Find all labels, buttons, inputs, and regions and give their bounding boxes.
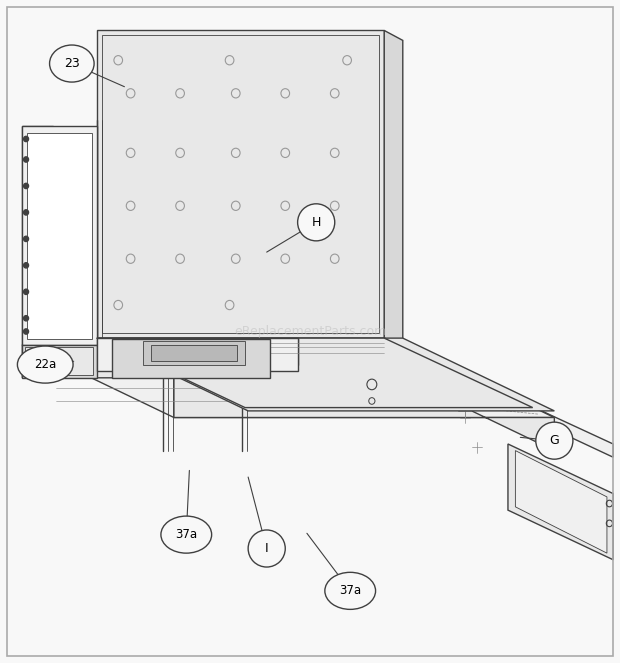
Ellipse shape (161, 516, 211, 553)
Polygon shape (97, 338, 403, 345)
Text: 22a: 22a (34, 358, 56, 371)
Circle shape (24, 210, 29, 215)
Polygon shape (102, 35, 379, 333)
Polygon shape (27, 132, 48, 339)
Text: 37a: 37a (339, 584, 361, 597)
Circle shape (24, 183, 29, 188)
Polygon shape (97, 338, 298, 371)
Polygon shape (22, 127, 53, 345)
Polygon shape (99, 338, 533, 408)
Polygon shape (22, 127, 97, 345)
Text: 23: 23 (64, 57, 80, 70)
Text: I: I (265, 542, 268, 555)
Polygon shape (515, 451, 607, 553)
Ellipse shape (536, 422, 573, 459)
Ellipse shape (325, 572, 376, 609)
Text: H: H (311, 216, 321, 229)
Polygon shape (109, 338, 298, 365)
Ellipse shape (17, 346, 73, 383)
Text: G: G (549, 434, 559, 447)
Polygon shape (143, 341, 245, 365)
Text: 37a: 37a (175, 528, 197, 541)
Polygon shape (25, 347, 94, 375)
Circle shape (24, 137, 29, 142)
Ellipse shape (50, 45, 94, 82)
Polygon shape (151, 345, 237, 361)
Polygon shape (22, 345, 554, 451)
Polygon shape (22, 345, 97, 378)
Circle shape (24, 289, 29, 294)
Polygon shape (384, 30, 403, 345)
Circle shape (24, 236, 29, 241)
Ellipse shape (248, 530, 285, 567)
Polygon shape (22, 345, 554, 418)
Circle shape (24, 329, 29, 334)
Polygon shape (112, 339, 270, 378)
Circle shape (24, 263, 29, 268)
Circle shape (24, 316, 29, 321)
Polygon shape (97, 30, 384, 338)
Circle shape (24, 157, 29, 162)
Ellipse shape (298, 204, 335, 241)
Polygon shape (27, 133, 92, 339)
Polygon shape (97, 338, 554, 411)
Polygon shape (508, 444, 613, 560)
Text: eReplacementParts.com: eReplacementParts.com (234, 325, 386, 338)
Polygon shape (384, 338, 613, 457)
